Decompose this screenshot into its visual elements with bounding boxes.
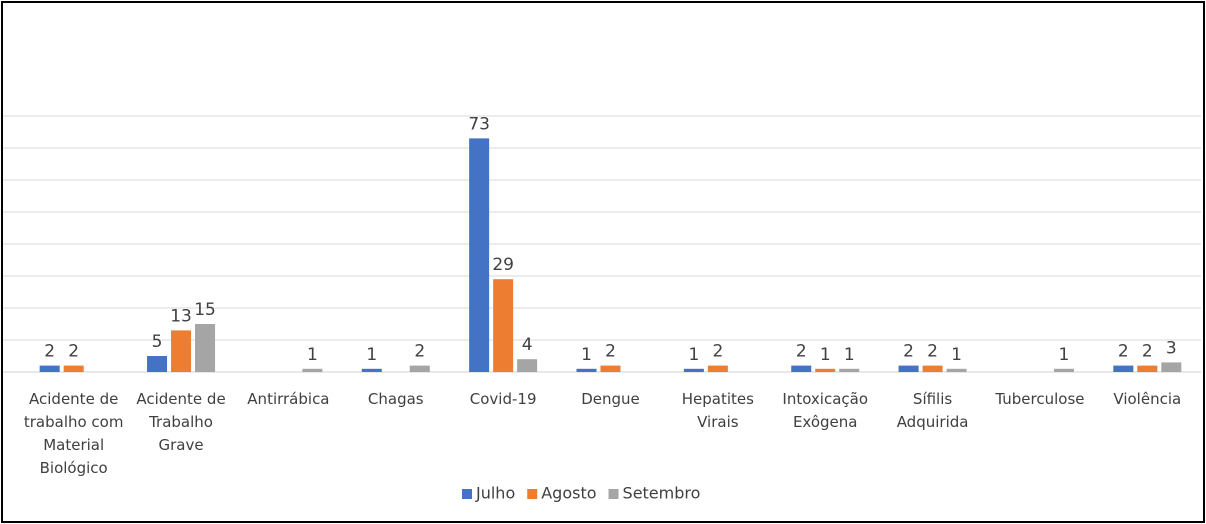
bar <box>1161 362 1182 372</box>
data-label: 2 <box>1118 342 1129 362</box>
data-label: 2 <box>796 342 807 362</box>
data-label: 13 <box>170 306 192 326</box>
data-label: 3 <box>1166 338 1177 358</box>
x-tick-label: Acidente de Trabalho Grave <box>136 390 226 454</box>
data-label: 1 <box>581 345 592 365</box>
data-label: 1 <box>820 345 831 365</box>
data-label: 1 <box>844 345 855 365</box>
data-label: 4 <box>522 335 533 355</box>
bar <box>409 365 430 372</box>
bar <box>922 365 943 372</box>
x-tick-label: Chagas <box>367 390 424 408</box>
bar <box>683 368 704 372</box>
x-tick-label: Hepatites Virais <box>681 390 754 431</box>
bar <box>1137 365 1158 372</box>
bar <box>1113 365 1134 372</box>
bar <box>39 365 60 372</box>
x-tick-label: Dengue <box>581 390 640 408</box>
x-tick-label: Tuberculose <box>995 390 1085 408</box>
data-label: 1 <box>951 345 962 365</box>
x-tick-label: Intoxicação Exôgena <box>782 390 869 431</box>
legend-swatch <box>608 489 619 499</box>
data-label: 29 <box>492 255 514 275</box>
bar <box>1053 368 1074 372</box>
legend-label: Julho <box>475 484 515 503</box>
data-label: 2 <box>68 342 79 362</box>
data-label: 73 <box>468 114 490 134</box>
data-label: 15 <box>194 300 216 320</box>
bar <box>171 330 192 372</box>
bar <box>195 324 216 372</box>
bar <box>600 365 621 372</box>
bar <box>469 138 490 372</box>
bar <box>361 368 382 372</box>
bar <box>946 368 967 372</box>
bar <box>517 359 538 372</box>
legend-label: Agosto <box>541 484 596 503</box>
data-label: 2 <box>44 342 55 362</box>
bar <box>147 356 168 372</box>
data-label: 2 <box>605 342 616 362</box>
data-label: 5 <box>152 332 163 352</box>
x-tick-label: Violência <box>1113 390 1182 408</box>
legend-label: Setembro <box>623 484 701 503</box>
x-tick-label: Acidente de trabalho com Material Biológ… <box>23 390 124 477</box>
data-label: 1 <box>307 345 318 365</box>
bar <box>707 365 728 372</box>
x-tick-label: Covid-19 <box>469 390 537 408</box>
data-label: 2 <box>1142 342 1153 362</box>
bar <box>493 279 514 372</box>
legend-swatch <box>527 489 538 499</box>
data-label: 1 <box>366 345 377 365</box>
x-tick-label: Sífilis Adquirida <box>896 390 969 431</box>
bar <box>302 368 323 372</box>
data-label: 2 <box>927 342 938 362</box>
bar <box>815 368 836 372</box>
x-tick-label: Antirrábica <box>247 390 330 408</box>
data-label: 1 <box>688 345 699 365</box>
data-label: 2 <box>903 342 914 362</box>
bar <box>791 365 812 372</box>
legend-swatch <box>462 489 472 499</box>
bar <box>898 365 919 372</box>
data-label: 1 <box>1059 345 1070 365</box>
bar <box>63 365 84 372</box>
data-label: 2 <box>414 342 425 362</box>
bar <box>576 368 597 372</box>
data-label: 2 <box>712 342 723 362</box>
bar <box>839 368 860 372</box>
